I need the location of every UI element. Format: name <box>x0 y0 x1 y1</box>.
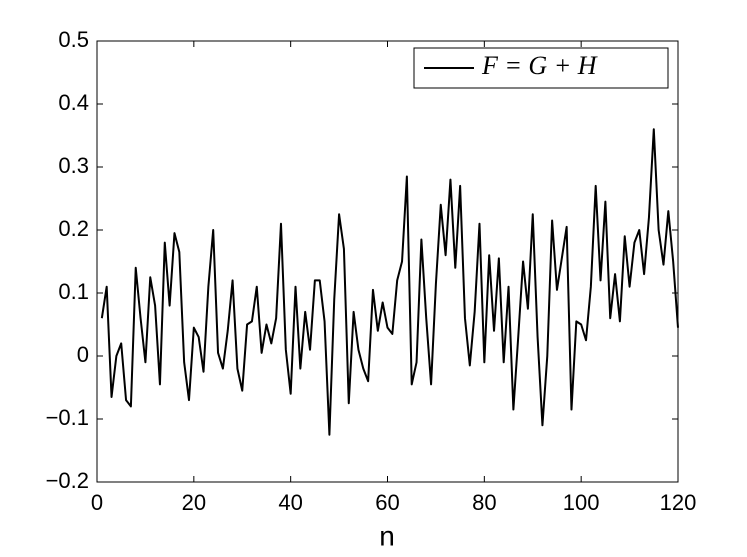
y-tick-label: −0.1 <box>46 405 89 430</box>
data-line <box>100 128 679 436</box>
x-tick-label: 60 <box>375 490 399 515</box>
y-tick-label: −0.2 <box>46 468 89 493</box>
legend-box <box>413 47 669 89</box>
y-tick-label: 0.3 <box>58 153 89 178</box>
x-tick-label: 120 <box>660 490 697 515</box>
x-tick-label: 20 <box>182 490 206 515</box>
y-tick-label: 0.5 <box>58 27 89 52</box>
x-tick-label: 40 <box>278 490 302 515</box>
x-tick-label: 0 <box>91 490 103 515</box>
x-tick-label: 80 <box>472 490 496 515</box>
legend-label: F = G + H <box>481 51 598 80</box>
y-tick-label: 0.2 <box>58 216 89 241</box>
x-tick-label: 100 <box>563 490 600 515</box>
x-axis-label: n <box>379 520 395 551</box>
y-tick-label: 0.1 <box>58 279 89 304</box>
y-tick-label: 0.4 <box>58 90 89 115</box>
y-tick-label: 0 <box>77 342 89 367</box>
